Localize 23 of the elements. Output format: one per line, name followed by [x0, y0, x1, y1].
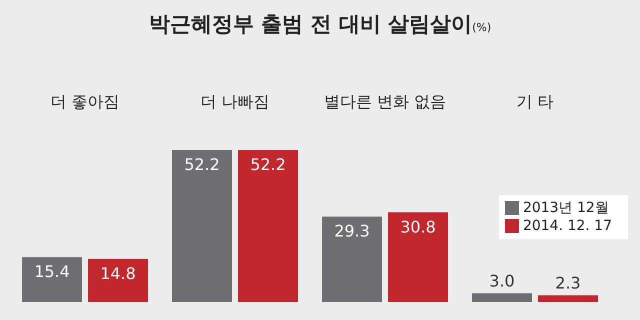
bar — [538, 295, 598, 302]
data-label: 30.8 — [400, 217, 436, 236]
bar — [22, 257, 82, 302]
data-label: 2.3 — [555, 273, 581, 292]
bar — [388, 212, 448, 302]
x-tick-label: 별다른 변화 없음 — [324, 92, 446, 111]
data-label: 3.0 — [489, 271, 515, 290]
bar — [88, 258, 148, 302]
data-label: 52.2 — [250, 154, 286, 174]
data-label: 52.2 — [184, 154, 220, 174]
data-label: 15.4 — [34, 262, 70, 282]
bar — [472, 293, 532, 302]
x-tick-label: 더 좋아짐 — [50, 92, 120, 111]
chart-subtitle: (%) — [472, 21, 492, 34]
bar — [238, 150, 298, 302]
legend-label: 2013년 12월 — [522, 200, 609, 216]
x-tick-label: 기 타 — [516, 92, 554, 111]
data-label: 14.8 — [100, 264, 136, 283]
bar — [172, 150, 232, 302]
bar — [322, 216, 382, 302]
data-label: 29.3 — [334, 222, 370, 241]
legend-label: 2014. 12. 17 — [522, 218, 612, 234]
x-tick-label: 더 나빠짐 — [200, 92, 270, 111]
